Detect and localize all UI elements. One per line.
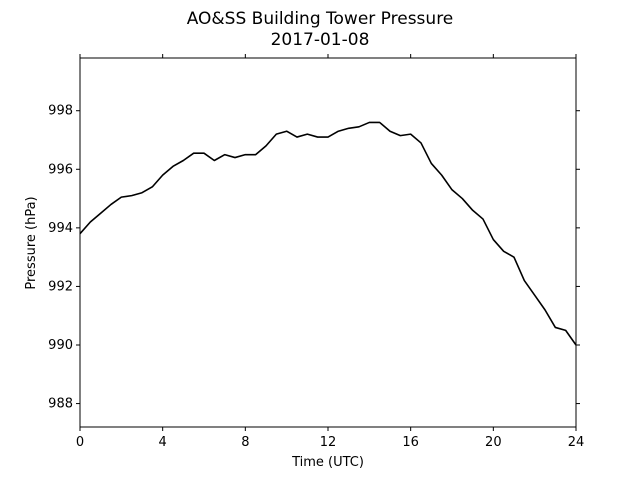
y-axis-label: Pressure (hPa): [24, 196, 39, 289]
chart-subtitle: 2017-01-08: [271, 30, 370, 50]
x-tick-label: 8: [241, 435, 249, 450]
y-tick-label: 990: [48, 338, 73, 353]
y-tick-label: 992: [48, 279, 73, 294]
chart-title: AO&SS Building Tower Pressure: [187, 9, 454, 29]
y-tick-label: 988: [48, 397, 73, 412]
plot-frame: [79, 57, 577, 428]
y-tick-label: 994: [48, 221, 73, 236]
x-tick-label: 12: [320, 435, 337, 450]
data-line: [79, 121, 577, 346]
x-tick-label: 20: [485, 435, 502, 450]
y-tick-label: 996: [48, 162, 73, 177]
x-tick-label: 0: [76, 435, 84, 450]
x-tick-label: 16: [402, 435, 419, 450]
x-tick-label: 4: [159, 435, 167, 450]
y-tick-label: 998: [48, 104, 73, 119]
x-tick-label: 24: [568, 435, 585, 450]
x-axis-label: Time (UTC): [291, 455, 364, 470]
